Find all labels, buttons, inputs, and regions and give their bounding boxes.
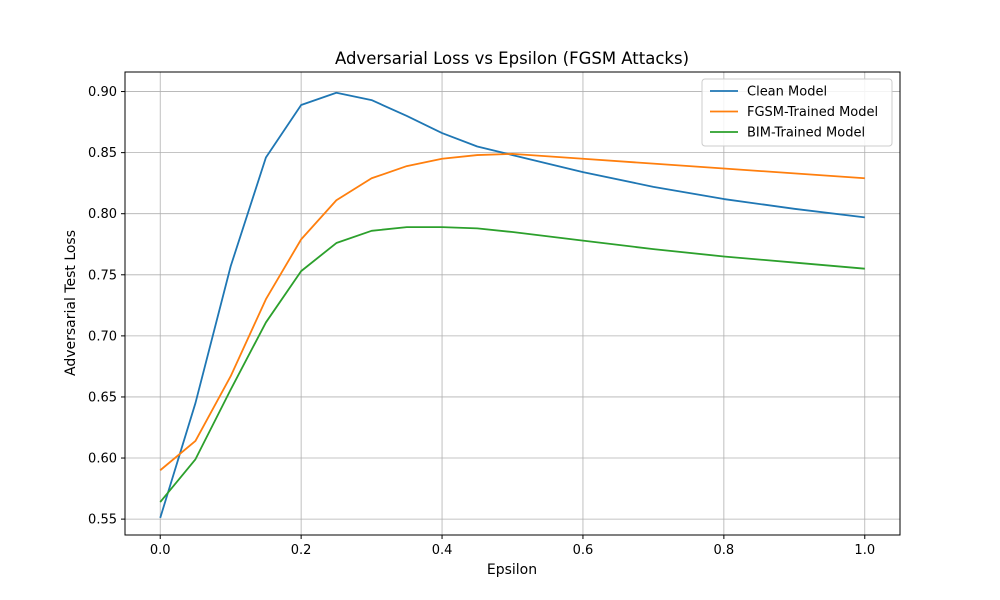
plot-frame — [124, 71, 901, 536]
legend-label-bim-trained-model: BIM-Trained Model — [747, 126, 865, 141]
x-axis-title: Epsilon — [487, 562, 537, 578]
series-line-fgsm-trained-model — [159, 152, 865, 471]
x-tick-label: 0.2 — [291, 543, 312, 558]
legend-box — [701, 78, 893, 147]
legend-label-clean-model: Clean Model — [747, 85, 827, 100]
y-tick-label: 0.80 — [88, 207, 117, 222]
grid-lines — [125, 72, 900, 535]
plot-series — [159, 91, 865, 519]
legend: Clean Model FGSM-Trained Model BIM-Trained… — [701, 78, 893, 147]
legend-label-fgsm-trained-model: FGSM-Trained Model — [747, 105, 878, 120]
y-tick-label: 0.90 — [88, 85, 117, 100]
chart-title: Adversarial Loss vs Epsilon (FGSM Attack… — [335, 49, 689, 68]
y-tick-label: 0.60 — [88, 452, 117, 467]
x-tick-label: 0.6 — [573, 543, 594, 558]
x-tick-label: 0.8 — [714, 543, 735, 558]
y-tick-label: 0.65 — [88, 390, 117, 405]
x-tick-label: 0.4 — [432, 543, 453, 558]
x-tick-label: 0.0 — [150, 543, 171, 558]
axis-ticks: 0.0 0.2 0.4 0.6 0.8 1.0 0.55 0.60 0.65 0.70 0.75 0.… — [88, 85, 875, 558]
y-tick-label: 0.75 — [88, 268, 117, 283]
y-tick-label: 0.85 — [88, 146, 117, 161]
series-line-clean-model — [159, 91, 865, 519]
y-tick-label: 0.70 — [88, 329, 117, 344]
y-tick-label: 0.55 — [88, 513, 117, 528]
series-line-bim-trained-model — [159, 226, 865, 503]
x-tick-label: 1.0 — [854, 543, 875, 558]
y-axis-title: Adversarial Test Loss — [63, 230, 79, 376]
